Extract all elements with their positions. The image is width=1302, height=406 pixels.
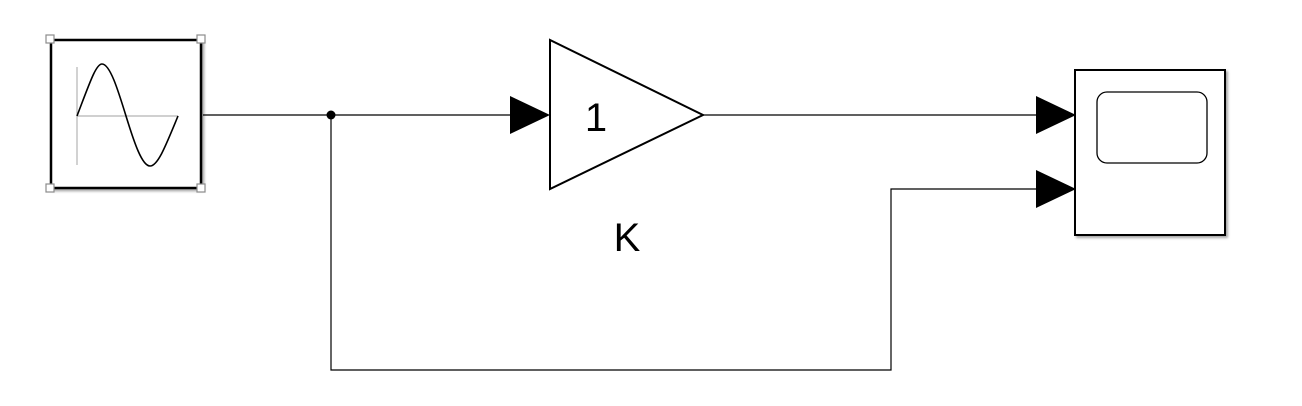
scope-input-arrow-2 (1036, 170, 1076, 208)
scope-input-arrow-1 (1036, 96, 1076, 134)
scope-screen-icon (1096, 91, 1208, 164)
selection-handle-bottom-right[interactable] (196, 183, 206, 193)
gain-value-text: 1 (585, 96, 607, 140)
gain-block[interactable]: 1 (549, 38, 706, 191)
scope-block[interactable] (1074, 69, 1226, 236)
selection-handle-top-left[interactable] (45, 34, 55, 44)
signal-lines (203, 96, 1076, 371)
gain-input-arrow (510, 96, 550, 134)
selection-handle-top-right[interactable] (196, 34, 206, 44)
sine-wave-block[interactable] (45, 34, 206, 193)
gain-block-body[interactable] (549, 38, 706, 191)
selection-handle-bottom-left[interactable] (45, 183, 55, 193)
signal-line-branch-to-scope[interactable] (330, 115, 1037, 371)
sine-wave-icon (76, 63, 179, 167)
sine-wave-curve (76, 63, 179, 167)
gain-block-name-label[interactable]: K (614, 216, 641, 260)
